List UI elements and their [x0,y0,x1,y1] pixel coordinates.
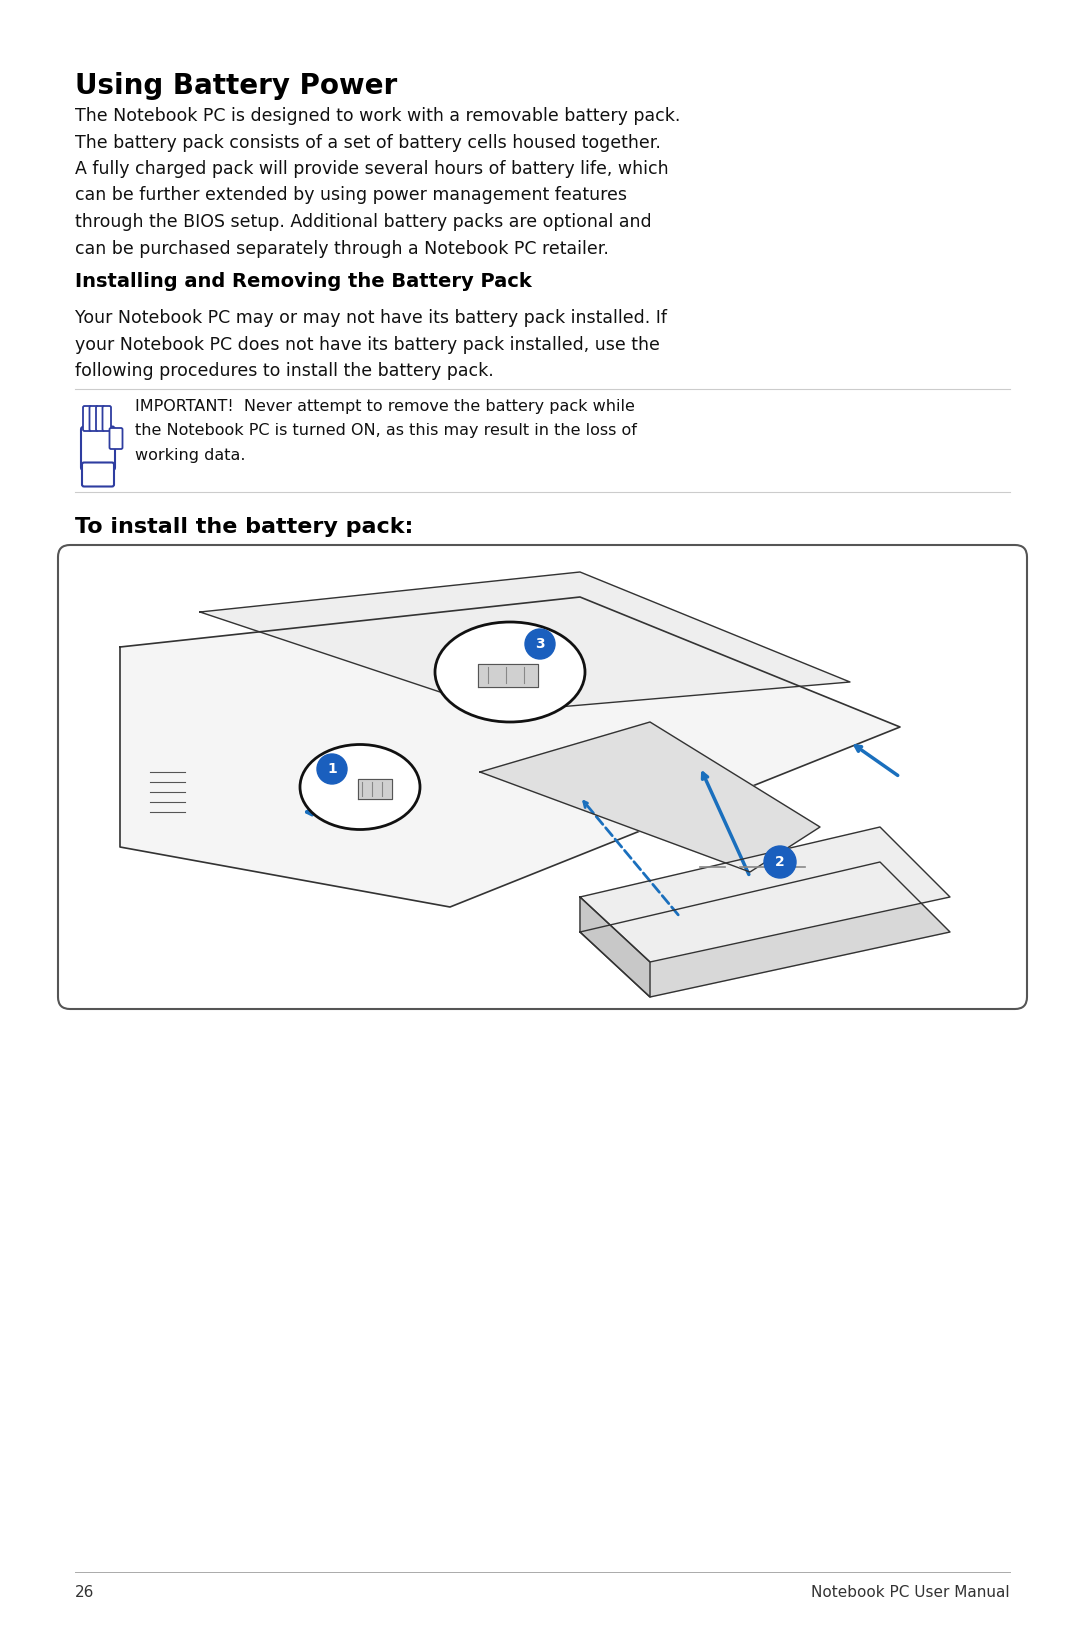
Text: working data.: working data. [135,447,245,464]
Circle shape [764,846,796,879]
FancyBboxPatch shape [90,407,98,431]
FancyBboxPatch shape [58,545,1027,1009]
Polygon shape [580,862,950,997]
Text: can be purchased separately through a Notebook PC retailer.: can be purchased separately through a No… [75,239,609,257]
Text: 26: 26 [75,1585,94,1599]
Text: 3: 3 [536,638,544,651]
FancyBboxPatch shape [103,407,111,431]
Circle shape [318,753,347,784]
Ellipse shape [300,745,420,830]
Text: IMPORTANT!  Never attempt to remove the battery pack while: IMPORTANT! Never attempt to remove the b… [135,399,635,413]
Polygon shape [480,722,820,872]
Polygon shape [120,597,900,906]
Text: To install the battery pack:: To install the battery pack: [75,517,414,537]
Text: Your Notebook PC may or may not have its battery pack installed. If: Your Notebook PC may or may not have its… [75,309,667,327]
FancyBboxPatch shape [81,426,114,470]
Text: Installing and Removing the Battery Pack: Installing and Removing the Battery Pack [75,272,531,291]
Text: The battery pack consists of a set of battery cells housed together.: The battery pack consists of a set of ba… [75,133,661,151]
Polygon shape [357,779,392,799]
Text: A fully charged pack will provide several hours of battery life, which: A fully charged pack will provide severa… [75,159,669,177]
FancyBboxPatch shape [83,407,92,431]
FancyBboxPatch shape [109,428,122,449]
Text: can be further extended by using power management features: can be further extended by using power m… [75,187,627,205]
Text: the Notebook PC is turned ON, as this may result in the loss of: the Notebook PC is turned ON, as this ma… [135,423,637,439]
FancyBboxPatch shape [82,462,114,486]
Text: Notebook PC User Manual: Notebook PC User Manual [811,1585,1010,1599]
Polygon shape [200,573,850,713]
Circle shape [525,630,555,659]
Text: 2: 2 [775,856,785,869]
Ellipse shape [435,622,585,722]
Text: through the BIOS setup. Additional battery packs are optional and: through the BIOS setup. Additional batte… [75,213,651,231]
Polygon shape [478,664,538,687]
Text: your Notebook PC does not have its battery pack installed, use the: your Notebook PC does not have its batte… [75,335,660,353]
Polygon shape [580,827,950,962]
Text: Using Battery Power: Using Battery Power [75,72,397,99]
Text: 1: 1 [327,761,337,776]
FancyBboxPatch shape [96,407,105,431]
Text: following procedures to install the battery pack.: following procedures to install the batt… [75,361,494,381]
Text: The Notebook PC is designed to work with a removable battery pack.: The Notebook PC is designed to work with… [75,107,680,125]
Polygon shape [580,896,650,997]
